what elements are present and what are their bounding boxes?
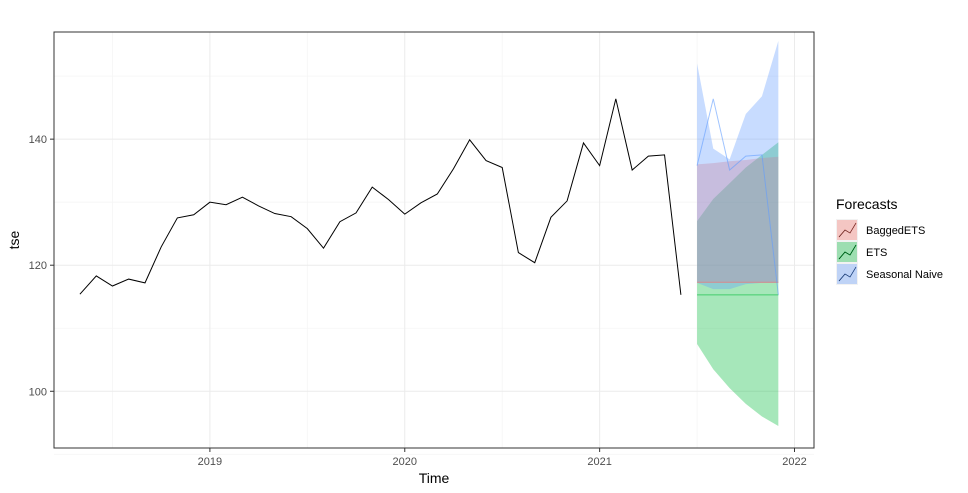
forecast-intervals	[697, 40, 779, 426]
legend-label-baggedets: BaggedETS	[866, 225, 925, 237]
forecast-lines	[696, 98, 779, 296]
panel-background	[54, 32, 814, 448]
legend-label-ets: ETS	[866, 247, 887, 259]
legend-key-baggedets	[836, 219, 858, 241]
y-axis: 100 120 140	[29, 134, 54, 398]
seasonal-naive-forecast-line	[696, 98, 779, 295]
legend-key-ets	[836, 241, 858, 263]
y-tick-label: 140	[29, 134, 47, 146]
x-tick-label: 2019	[198, 456, 222, 468]
panel-border	[53, 31, 815, 449]
x-tick-label: 2022	[782, 456, 806, 468]
history-series-line	[79, 98, 682, 295]
y-tick-label: 100	[29, 386, 47, 398]
x-tick-label: 2020	[393, 456, 417, 468]
legend-label-seasonal-naive: Seasonal Naive	[866, 269, 943, 281]
legend-title: Forecasts	[836, 196, 897, 212]
seasonal-naive-interval-ribbon	[697, 40, 779, 290]
x-axis-title: Time	[419, 470, 450, 486]
baggedets-interval-ribbon	[697, 156, 779, 283]
y-tick-label: 120	[29, 260, 47, 272]
legend-key-seasonal-naive	[836, 263, 858, 285]
ets-interval-ribbon	[697, 142, 779, 426]
legend: Forecasts BaggedETS ETS Seasonal Naive	[836, 196, 943, 285]
plot-panel	[53, 31, 815, 455]
x-tick-label: 2021	[587, 456, 611, 468]
y-axis-title: tse	[6, 230, 22, 249]
grid-lines	[54, 32, 814, 455]
x-axis: 2019 2020 2021 2022	[198, 448, 807, 468]
